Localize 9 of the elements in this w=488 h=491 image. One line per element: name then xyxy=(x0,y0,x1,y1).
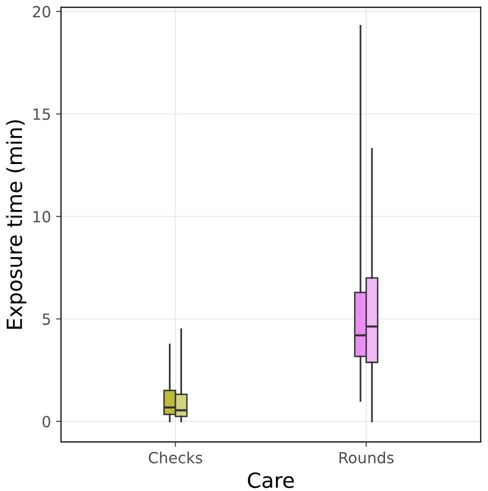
y-axis-title: Exposure time (min) xyxy=(6,120,26,329)
y-tick-label: 10 xyxy=(34,210,50,222)
y-tick-label: 0 xyxy=(42,416,50,428)
y-tick-label: 15 xyxy=(34,108,50,120)
x-axis-title: Care xyxy=(248,472,294,488)
x-tick-label: Rounds xyxy=(340,452,394,464)
x-tick-label: Checks xyxy=(148,452,202,464)
y-tick-label: 20 xyxy=(32,6,50,18)
y-tick-label: 5 xyxy=(42,314,50,325)
